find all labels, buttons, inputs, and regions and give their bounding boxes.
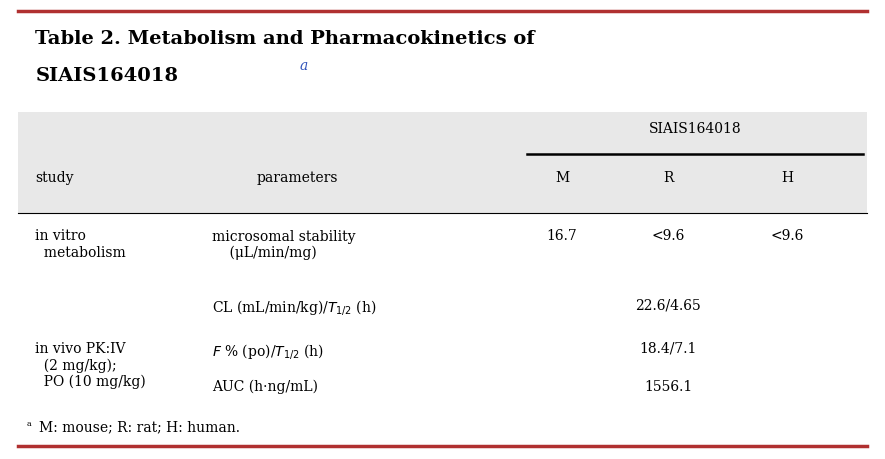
- FancyBboxPatch shape: [18, 112, 867, 213]
- Text: 16.7: 16.7: [547, 230, 577, 244]
- Text: in vitro
  metabolism: in vitro metabolism: [35, 230, 127, 260]
- Text: study: study: [35, 171, 74, 185]
- Text: Table 2. Metabolism and Pharmacokinetics of: Table 2. Metabolism and Pharmacokinetics…: [35, 30, 535, 48]
- Text: 22.6/4.65: 22.6/4.65: [635, 298, 701, 313]
- Text: SIAIS164018: SIAIS164018: [35, 67, 179, 84]
- Text: M: mouse; R: rat; H: human.: M: mouse; R: rat; H: human.: [39, 420, 240, 434]
- Text: parameters: parameters: [257, 171, 338, 185]
- Text: 1556.1: 1556.1: [644, 380, 692, 394]
- Text: AUC (h·ng/mL): AUC (h·ng/mL): [212, 380, 319, 394]
- Text: in vivo PK:IV
  (2 mg/kg);
  PO (10 mg/kg): in vivo PK:IV (2 mg/kg); PO (10 mg/kg): [35, 342, 146, 389]
- Text: R: R: [663, 171, 673, 185]
- Text: microsomal stability
    (μL/min/mg): microsomal stability (μL/min/mg): [212, 230, 356, 260]
- Text: <9.6: <9.6: [651, 230, 685, 244]
- Text: H: H: [781, 171, 794, 185]
- Text: $F$ % (po)/$T_{1/2}$ (h): $F$ % (po)/$T_{1/2}$ (h): [212, 342, 324, 361]
- Text: CL (mL/min/kg)/$T_{1/2}$ (h): CL (mL/min/kg)/$T_{1/2}$ (h): [212, 298, 377, 317]
- Text: 18.4/7.1: 18.4/7.1: [640, 342, 696, 356]
- Text: ᵃ: ᵃ: [27, 420, 32, 433]
- Text: M: M: [555, 171, 569, 185]
- Text: a: a: [299, 59, 307, 73]
- Text: SIAIS164018: SIAIS164018: [649, 122, 741, 136]
- Text: <9.6: <9.6: [771, 230, 804, 244]
